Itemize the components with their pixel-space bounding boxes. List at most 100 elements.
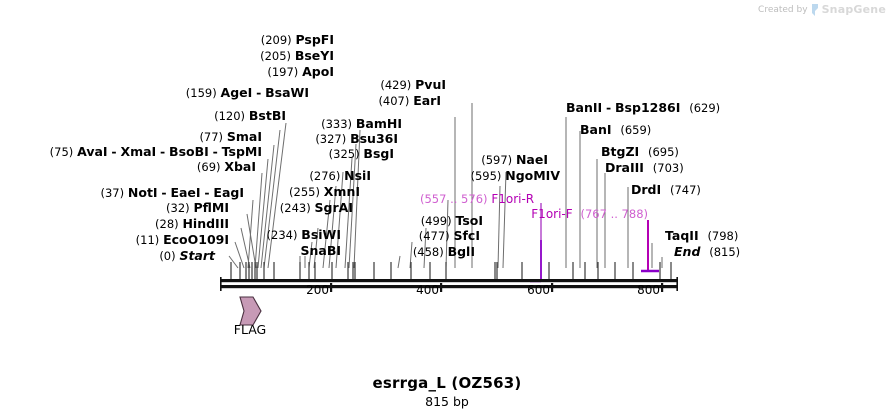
site-label-noti-eaei-eagi[interactable]: (37) NotI - EaeI - EagI	[100, 185, 244, 200]
site-enzyme-name: HindIII	[182, 216, 229, 231]
site-enzyme-name: NotI	[127, 185, 158, 200]
site-label-bseyi[interactable]: (205) BseYI	[260, 48, 334, 63]
site-label-tsoi[interactable]: (499) TsoI	[421, 213, 483, 228]
site-label-banii-bsp1286i[interactable]: BanII - Bsp1286I (629)	[566, 100, 720, 115]
site-label-ecoo109i[interactable]: (11) EcoO109I	[135, 233, 229, 247]
primer-label-f1ori-f[interactable]: F1ori-F (767 .. 788)	[531, 207, 648, 221]
site-enzyme-name: TsoI	[455, 213, 483, 228]
site-enzyme-name: PvuI	[415, 77, 446, 92]
site-label-bsu36i[interactable]: (327) Bsu36I	[315, 132, 398, 146]
site-position: (243)	[279, 201, 311, 215]
site-label-xmni[interactable]: (255) XmnI	[289, 185, 360, 199]
site-position: (28)	[155, 217, 179, 231]
site-label-pspfi[interactable]: (209) PspFI	[261, 32, 334, 47]
site-enzyme-name: SfcI	[453, 228, 480, 243]
site-enzyme-name: BamHI	[355, 116, 402, 131]
marker-label-start[interactable]: (0) Start	[159, 249, 215, 263]
site-position: (197)	[267, 65, 299, 79]
site-enzyme-name: SgrAI	[314, 200, 353, 215]
restriction-site-ticks	[230, 262, 672, 280]
site-label-bani[interactable]: BanI (659)	[580, 122, 651, 137]
site-enzyme-name: AgeI	[220, 85, 253, 100]
site-label-pflmi[interactable]: (32) PflMI	[166, 200, 229, 215]
site-label-smai[interactable]: (77) SmaI	[199, 129, 262, 144]
site-label-naei[interactable]: (597) NaeI	[481, 152, 548, 167]
site-label-hindiii[interactable]: (28) HindIII	[155, 216, 229, 231]
site-label-taqii[interactable]: TaqII (798)	[665, 229, 738, 242]
site-label-apoi[interactable]: (197) ApoI	[267, 65, 334, 79]
site-position: (11)	[135, 233, 160, 247]
site-label-snabi[interactable]: SnaBI	[300, 243, 341, 258]
site-enzyme-name: XbaI	[224, 159, 256, 174]
site-label-sfci[interactable]: (477) SfcI	[419, 228, 480, 243]
site-enzyme-name: BsoBI	[169, 144, 209, 159]
site-label-nsii[interactable]: (276) NsiI	[309, 169, 371, 183]
leader-lines-right	[565, 117, 663, 268]
site-position: (255)	[289, 185, 320, 199]
site-enzyme-name: BanI	[580, 122, 612, 137]
marker-label-end[interactable]: End (815)	[674, 244, 741, 259]
title-block: esrrga_L (OZ563) 815 bp	[0, 374, 894, 409]
site-label-bamhi[interactable]: (333) BamHI	[321, 116, 402, 131]
site-enzyme-name: AvaI	[77, 144, 108, 159]
site-enzyme-name: BseYI	[294, 48, 334, 63]
site-enzyme-name: EagI	[213, 185, 244, 200]
site-label-avai-xmai-bsobi-tspmi[interactable]: (75) AvaI - XmaI - BsoBI - TspMI	[49, 144, 262, 159]
site-enzyme-name: SmaI	[226, 129, 262, 144]
primer-range: (557 .. 576)	[420, 192, 488, 206]
site-position: (747)	[669, 183, 701, 197]
primer-name: F1ori-R	[491, 192, 535, 206]
site-label-agei-bsawi[interactable]: (159) AgeI - BsaWI	[185, 85, 309, 100]
ruler-ticks	[330, 283, 664, 292]
site-label-bsiwi[interactable]: (234) BsiWI	[267, 228, 341, 241]
site-label-btgzi[interactable]: BtgZI (695)	[601, 145, 679, 158]
site-enzyme-name: BsgI	[363, 146, 394, 161]
site-position: (327)	[315, 132, 347, 146]
site-label-xbai[interactable]: (69) XbaI	[197, 159, 256, 174]
sequence-length: 815 bp	[425, 394, 469, 409]
site-position: (429)	[380, 78, 412, 92]
site-enzyme-name: BanII	[566, 100, 603, 115]
name-separator: -	[204, 185, 210, 200]
site-position: (333)	[321, 117, 353, 131]
watermark-prefix: Created by	[758, 4, 808, 15]
site-enzyme-name: XmaI	[120, 144, 157, 159]
site-position: (205)	[260, 49, 292, 63]
site-enzyme-name: SnaBI	[300, 243, 341, 258]
site-label-draiii[interactable]: DraIII (703)	[605, 160, 684, 175]
marker-position: (815)	[709, 245, 741, 259]
ruler-tick-200: 200	[306, 283, 329, 297]
sequence-backbone	[220, 277, 678, 291]
site-position: (159)	[185, 86, 217, 100]
primer-label-f1ori-r[interactable]: (557 .. 576) F1ori-R	[420, 192, 534, 206]
snapgene-watermark: Created by SnapGene	[758, 3, 886, 16]
flag-feature-arrow[interactable]	[239, 296, 262, 326]
marker-position: (0)	[159, 249, 176, 263]
site-position: (120)	[214, 109, 246, 123]
ruler-tick-600: 600	[527, 283, 550, 297]
site-position: (597)	[481, 153, 513, 167]
site-label-sgrai[interactable]: (243) SgrAI	[279, 200, 353, 215]
primer-f1ori-f-graphic	[641, 220, 659, 273]
site-label-bstbi[interactable]: (120) BstBI	[214, 109, 286, 123]
site-label-eari[interactable]: (407) EarI	[378, 94, 441, 107]
marker-name: End	[674, 244, 701, 259]
site-enzyme-name: PspFI	[295, 32, 334, 47]
name-separator: -	[212, 144, 218, 159]
site-label-pvui[interactable]: (429) PvuI	[380, 77, 446, 92]
site-label-ngomiv[interactable]: (595) NgoMIV	[470, 169, 560, 183]
leader-lines-center	[397, 103, 507, 269]
site-position: (77)	[199, 130, 224, 144]
site-label-bsgi[interactable]: (325) BsgI	[329, 146, 394, 161]
site-enzyme-name: NaeI	[515, 152, 548, 167]
site-position: (276)	[309, 169, 341, 183]
site-label-bgli[interactable]: (458) BglI	[413, 245, 475, 258]
site-label-drdi[interactable]: DrdI (747)	[631, 183, 701, 197]
site-enzyme-name: DraIII	[605, 160, 644, 175]
site-enzyme-name: PflMI	[193, 200, 229, 215]
flag-feature-label[interactable]: FLAG	[233, 322, 267, 337]
site-position: (595)	[470, 169, 502, 183]
watermark-brand: SnapGene	[821, 3, 886, 16]
site-position: (75)	[49, 145, 74, 159]
